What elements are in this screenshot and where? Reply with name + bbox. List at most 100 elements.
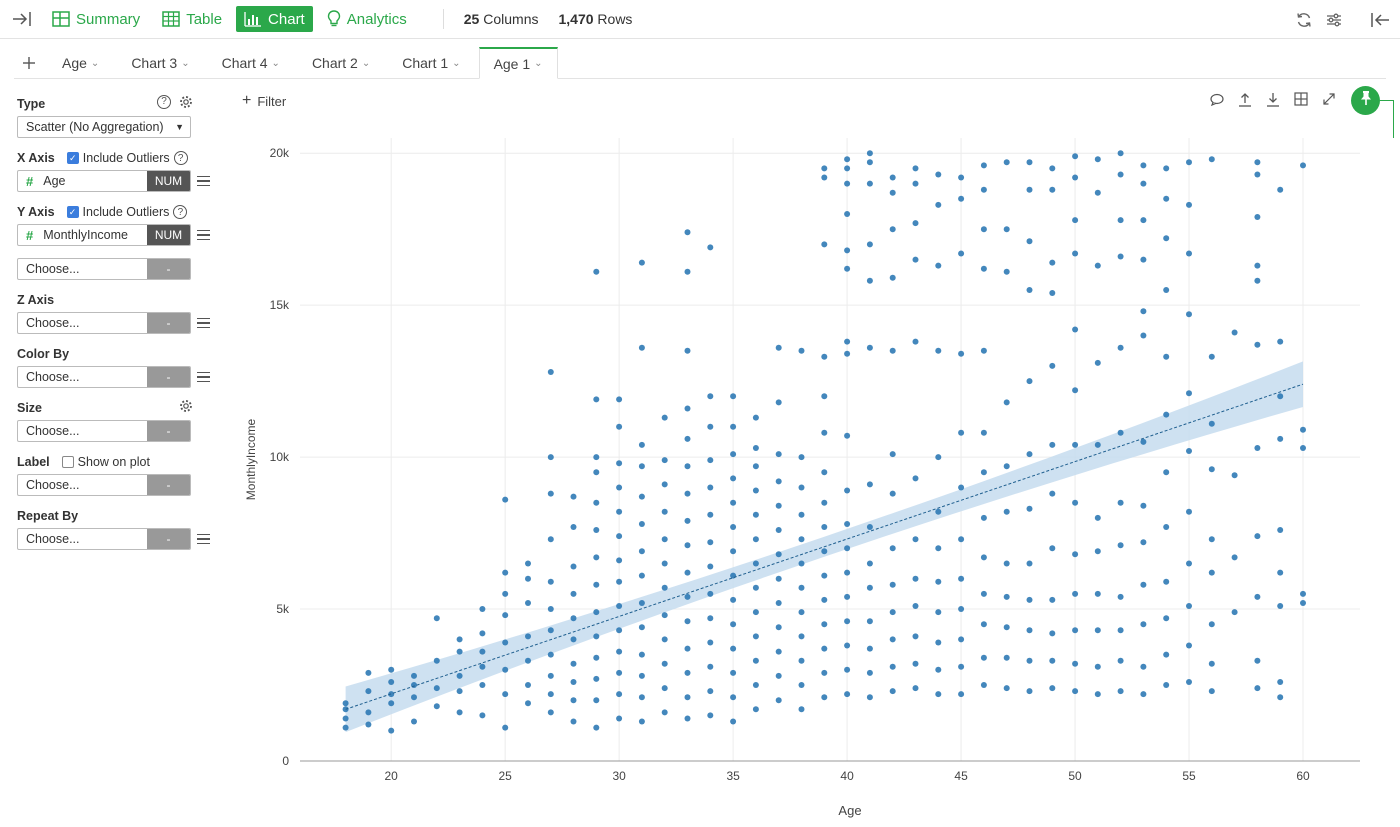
tab-age[interactable]: Age ⌄ — [62, 55, 100, 71]
tab-chart-4[interactable]: Chart 4 ⌄ — [221, 55, 280, 71]
data-point — [707, 615, 714, 622]
data-point — [616, 533, 623, 540]
collapse-panel-icon[interactable] — [1366, 6, 1394, 34]
data-point — [844, 211, 851, 217]
data-point — [1117, 171, 1124, 178]
tab-chart-3[interactable]: Chart 3 ⌄ — [131, 55, 190, 71]
toolbar-right — [1288, 0, 1400, 39]
table-button[interactable]: Table — [154, 6, 230, 32]
data-point — [661, 536, 668, 543]
label-field[interactable]: Choose... - — [17, 474, 191, 496]
comment-icon[interactable] — [1208, 90, 1226, 108]
data-point — [1163, 651, 1170, 658]
data-point — [912, 536, 919, 543]
data-point — [684, 517, 691, 524]
data-point — [388, 691, 395, 698]
size-field[interactable]: Choose... - — [17, 420, 191, 442]
x-include-outliers-checkbox[interactable]: ✓ Include Outliers ? — [66, 151, 188, 165]
menu-icon[interactable] — [197, 229, 210, 241]
y-tick-label: 0 — [282, 754, 289, 768]
data-point — [1003, 508, 1010, 515]
data-point — [1003, 159, 1010, 166]
data-point — [1049, 630, 1056, 637]
table-label: Table — [186, 10, 223, 28]
data-point — [958, 484, 965, 491]
menu-icon[interactable] — [197, 317, 210, 329]
data-point — [889, 688, 896, 695]
summary-label: Summary — [76, 10, 141, 28]
download-icon[interactable] — [1264, 90, 1282, 108]
data-point — [912, 685, 919, 692]
x-tick-label: 20 — [385, 769, 399, 783]
filter-button[interactable]: + Filter — [242, 92, 287, 109]
settings-sliders-icon[interactable] — [1320, 6, 1348, 34]
y-axis-field[interactable]: # MonthlyIncome NUM — [17, 224, 191, 246]
tab-chart-1[interactable]: Chart 1 ⌄ — [402, 55, 461, 71]
expand-icon[interactable] — [1320, 90, 1338, 108]
gear-icon[interactable] — [179, 399, 193, 418]
chart-button[interactable]: Chart — [236, 6, 313, 32]
pin-button[interactable] — [1351, 86, 1380, 115]
data-point — [1049, 186, 1056, 193]
data-point — [1003, 685, 1010, 692]
data-point — [570, 493, 577, 500]
data-point — [1049, 362, 1056, 369]
data-point — [547, 454, 554, 461]
x-axis-field[interactable]: # Age NUM — [17, 170, 191, 192]
data-point — [411, 672, 417, 679]
data-point — [866, 277, 873, 284]
data-point — [775, 478, 782, 485]
data-point — [570, 660, 577, 667]
y-include-outliers-checkbox[interactable]: ✓ Include Outliers ? — [66, 205, 188, 219]
summary-button[interactable]: Summary — [44, 6, 148, 32]
data-point — [798, 706, 805, 713]
show-on-plot-checkbox[interactable]: Show on plot — [61, 455, 150, 469]
data-point — [935, 508, 942, 515]
data-point — [1072, 590, 1079, 597]
data-point — [844, 265, 851, 272]
data-point — [866, 524, 873, 530]
color-by-field[interactable]: Choose... - — [17, 366, 191, 388]
add-tab-icon[interactable] — [14, 48, 44, 78]
data-point — [844, 569, 851, 576]
data-point — [1072, 217, 1079, 224]
y2-axis-field[interactable]: Choose... - — [17, 258, 191, 280]
gear-icon[interactable] — [179, 95, 193, 114]
data-point — [1186, 159, 1192, 166]
data-point — [752, 633, 759, 640]
data-point — [980, 590, 987, 597]
data-point — [616, 648, 623, 655]
menu-icon[interactable] — [197, 371, 210, 383]
upload-icon[interactable] — [1236, 90, 1254, 108]
z-axis-field[interactable]: Choose... - — [17, 312, 191, 334]
data-point — [775, 697, 782, 704]
help-icon[interactable]: ? — [173, 205, 188, 219]
menu-icon[interactable] — [197, 175, 210, 187]
chevron-down-icon: ⌄ — [361, 57, 371, 69]
analytics-button[interactable]: Analytics — [319, 6, 415, 32]
tab-chart-2[interactable]: Chart 2 ⌄ — [311, 55, 371, 71]
data-point — [752, 706, 759, 713]
data-point — [775, 600, 782, 606]
data-point — [547, 578, 554, 585]
tab-age-1[interactable]: Age 1 ⌄ — [478, 47, 558, 79]
x-tick-label: 60 — [1296, 769, 1310, 783]
repeat-by-field[interactable]: Choose... - — [17, 528, 191, 550]
grid-layout-icon[interactable] — [1292, 90, 1310, 108]
data-point — [775, 624, 782, 631]
data-point — [889, 274, 896, 281]
data-point — [866, 618, 873, 625]
help-icon[interactable]: ? — [173, 151, 188, 165]
data-point — [547, 536, 554, 543]
checkbox-unchecked-icon — [61, 456, 74, 468]
data-point — [502, 496, 509, 503]
data-point — [1026, 186, 1033, 193]
help-icon[interactable]: ? — [157, 94, 171, 109]
data-point — [684, 347, 691, 354]
expand-sidebar-icon[interactable] — [0, 0, 44, 39]
data-point — [821, 524, 828, 530]
data-point — [1254, 214, 1261, 220]
refresh-icon[interactable] — [1290, 6, 1318, 34]
menu-icon[interactable] — [197, 533, 210, 545]
chart-type-select[interactable]: Scatter (No Aggregation) ▼ — [17, 116, 191, 138]
